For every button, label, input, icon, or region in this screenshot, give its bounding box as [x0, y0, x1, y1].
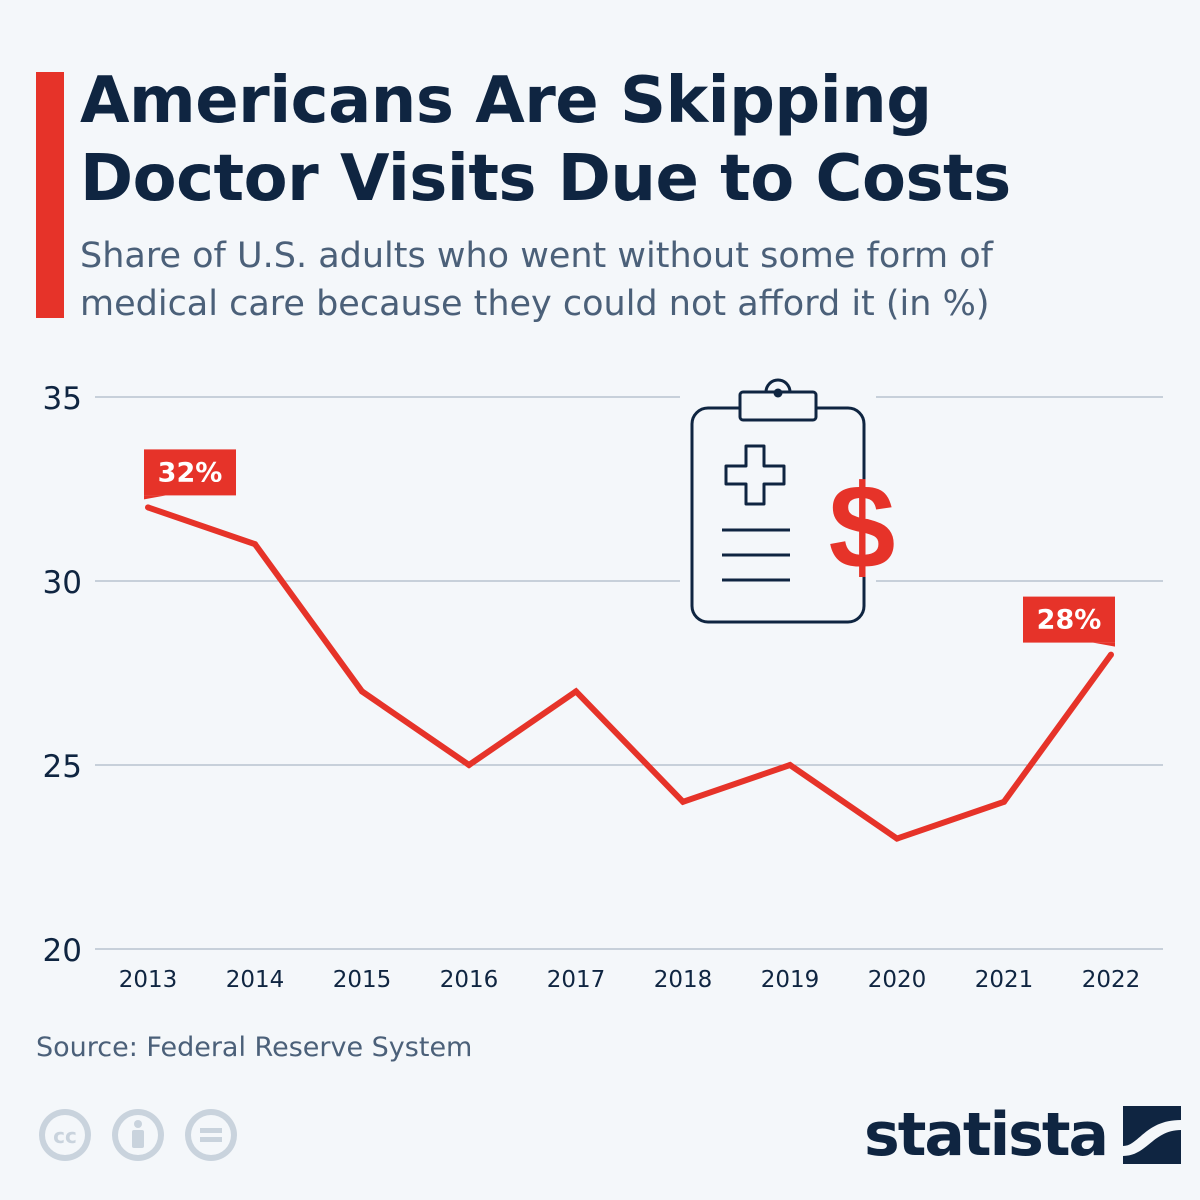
attribution-icon-body	[132, 1130, 144, 1148]
title-line-1: Americans Are Skipping	[80, 64, 932, 138]
cc-icon-inner	[45, 1115, 85, 1155]
no-derivatives-icon-inner	[191, 1115, 231, 1155]
data-point	[680, 798, 686, 805]
callout: 32%	[144, 449, 236, 500]
no-derivatives-icon[interactable]	[185, 1109, 237, 1161]
series-line	[147, 504, 1114, 842]
logo-wave	[1123, 1120, 1182, 1156]
data-point	[573, 688, 579, 695]
medical-cross-icon	[724, 444, 786, 506]
data-point	[145, 504, 151, 511]
callout: 28%	[1023, 596, 1115, 647]
data-point	[894, 835, 900, 842]
y-tick-label: 35	[43, 381, 82, 417]
clipboard-clip-ring	[764, 378, 792, 393]
statista-brand[interactable]: statista	[864, 1100, 1182, 1170]
x-tick-label: 2014	[226, 967, 285, 993]
y-tick-label: 25	[43, 749, 82, 785]
x-axis: 2013 2014 2015 2016 2017 2018 2019 2020 2021 2022	[119, 967, 1141, 993]
cc-icon[interactable]: cc	[39, 1109, 91, 1161]
attribution-icon[interactable]	[112, 1109, 164, 1161]
callouts: 32% 28%	[144, 449, 1115, 647]
x-tick-label: 2020	[868, 967, 927, 993]
license-icons: cc	[39, 1109, 237, 1161]
callout-label: 32%	[158, 457, 223, 488]
clipboard-dollar-icon: $	[680, 375, 895, 635]
data-points	[145, 504, 1114, 842]
accent-bar	[36, 72, 64, 318]
data-point	[359, 688, 365, 695]
statista-logo-icon	[1123, 1106, 1182, 1164]
y-tick-label: 30	[43, 565, 82, 601]
page-title: Americans Are Skipping Doctor Visits Due…	[80, 62, 1160, 218]
x-tick-label: 2016	[440, 967, 499, 993]
clipboard-clip-hole	[773, 388, 783, 398]
callout-pointer	[144, 495, 166, 500]
dollar-sign-icon: $	[829, 460, 896, 594]
source-note: Source: Federal Reserve System	[36, 1032, 473, 1063]
x-tick-label: 2022	[1082, 967, 1141, 993]
x-tick-label: 2021	[975, 967, 1034, 993]
callout-label: 28%	[1037, 605, 1102, 636]
x-tick-label: 2017	[547, 967, 606, 993]
data-point	[787, 762, 793, 768]
x-tick-label: 2019	[761, 967, 820, 993]
x-tick-label: 2013	[119, 967, 178, 993]
cc-icon-text: cc	[53, 1124, 77, 1148]
data-point	[1001, 798, 1007, 805]
title-line-2: Doctor Visits Due to Costs	[80, 142, 1011, 216]
x-tick-label: 2015	[333, 967, 392, 993]
subtitle-line-2: medical care because they could not affo…	[80, 284, 990, 324]
brand-name: statista	[864, 1100, 1109, 1170]
no-derivatives-icon-bar	[200, 1128, 222, 1133]
callout-box	[1023, 596, 1115, 643]
data-point	[466, 762, 472, 768]
data-point	[252, 541, 258, 548]
no-derivatives-icon-bar	[200, 1137, 222, 1142]
line-chart: 20 25 30 35 2013 2014 2015 2016 2017 2018 2019 202…	[42, 375, 1163, 993]
attribution-icon-head	[134, 1120, 142, 1128]
x-tick-label: 2018	[654, 967, 713, 993]
callout-pointer	[1093, 642, 1115, 647]
data-point	[1108, 651, 1114, 658]
grid-layer	[95, 396, 1163, 950]
y-tick-label: 20	[43, 933, 82, 969]
y-axis: 20 25 30 35	[43, 381, 82, 969]
page-subtitle: Share of U.S. adults who went without so…	[80, 232, 1170, 328]
subtitle-line-1: Share of U.S. adults who went without so…	[80, 236, 993, 276]
callout-box	[144, 449, 236, 496]
